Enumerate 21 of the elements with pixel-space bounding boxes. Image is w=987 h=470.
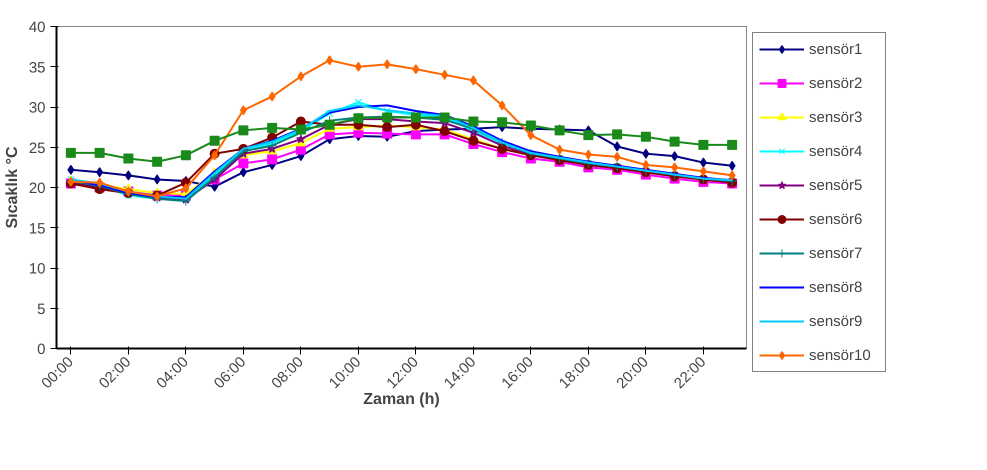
y-tick-label: 30: [28, 100, 46, 116]
y-tick-label: 10: [28, 260, 46, 278]
legend-label: sensör7: [809, 244, 864, 262]
legend-label: sensör1: [809, 40, 864, 58]
y-axis-title: Sıcaklık °C: [4, 146, 21, 228]
legend-label: sensör10: [809, 346, 872, 364]
legend-label: sensör4: [809, 142, 864, 160]
legend-label: sensör6: [809, 210, 864, 228]
legend-label: sensör3: [809, 108, 864, 126]
y-tick-label: 25: [28, 140, 46, 157]
x-axis-title: Zaman (h): [363, 391, 440, 408]
y-tick-label: 35: [28, 59, 46, 76]
legend-label: sensör9: [809, 312, 864, 330]
legend-label: sensör5: [809, 176, 864, 194]
y-tick-label: 0: [37, 341, 46, 358]
legend-label: sensör8: [809, 278, 864, 296]
y-tick-label: 20: [28, 180, 46, 197]
y-tick-label: 5: [37, 300, 46, 318]
y-tick-label: 15: [28, 220, 46, 238]
legend-label: sensör2: [809, 74, 864, 92]
y-tick-label: 40: [28, 19, 46, 36]
